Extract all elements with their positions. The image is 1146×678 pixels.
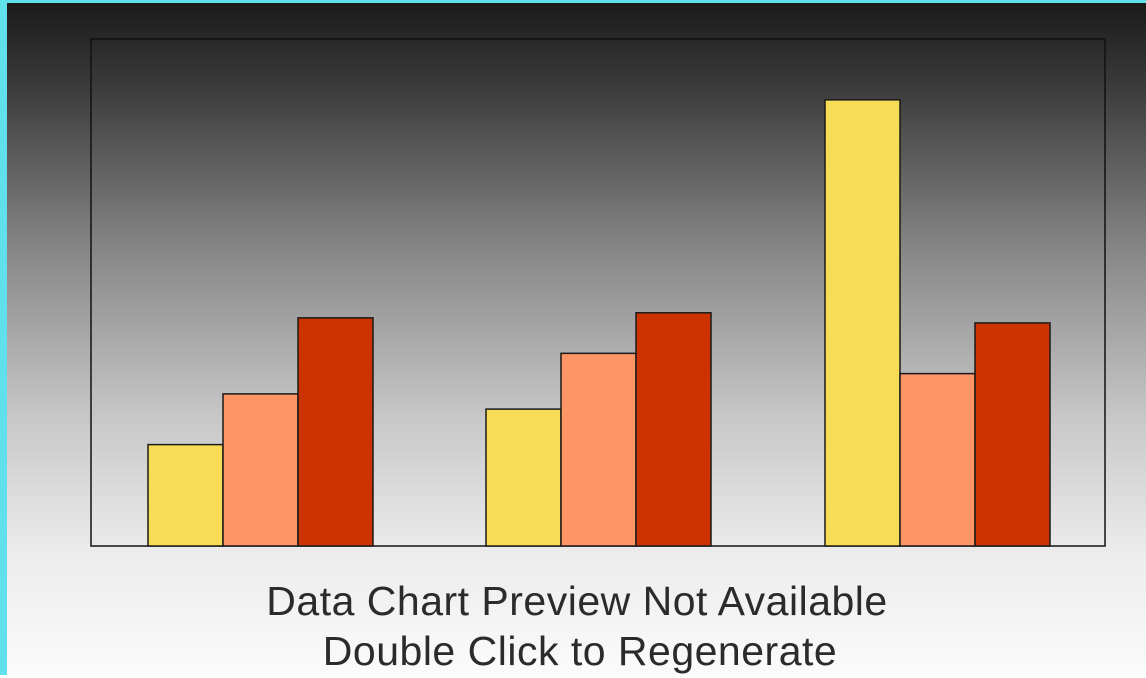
- bar-group-1-series-1: [147, 443, 224, 547]
- preview-unavailable-text: Data Chart Preview Not Available: [266, 578, 888, 624]
- bar-group-2-series-3: [635, 312, 712, 547]
- bar-group-3-series-1: [824, 99, 901, 547]
- regenerate-hint-text: Double Click to Regenerate: [322, 628, 838, 674]
- bar-group-3-series-3: [974, 322, 1051, 547]
- bar-group-2-series-2: [560, 352, 637, 547]
- bar-group-1-series-3: [297, 317, 374, 547]
- bar-group-3-series-2: [899, 372, 976, 547]
- bar-group-2-series-1: [485, 408, 562, 547]
- bar-group-1-series-2: [222, 393, 299, 547]
- bars-group: [147, 99, 1051, 547]
- bar-chart: [90, 38, 1106, 547]
